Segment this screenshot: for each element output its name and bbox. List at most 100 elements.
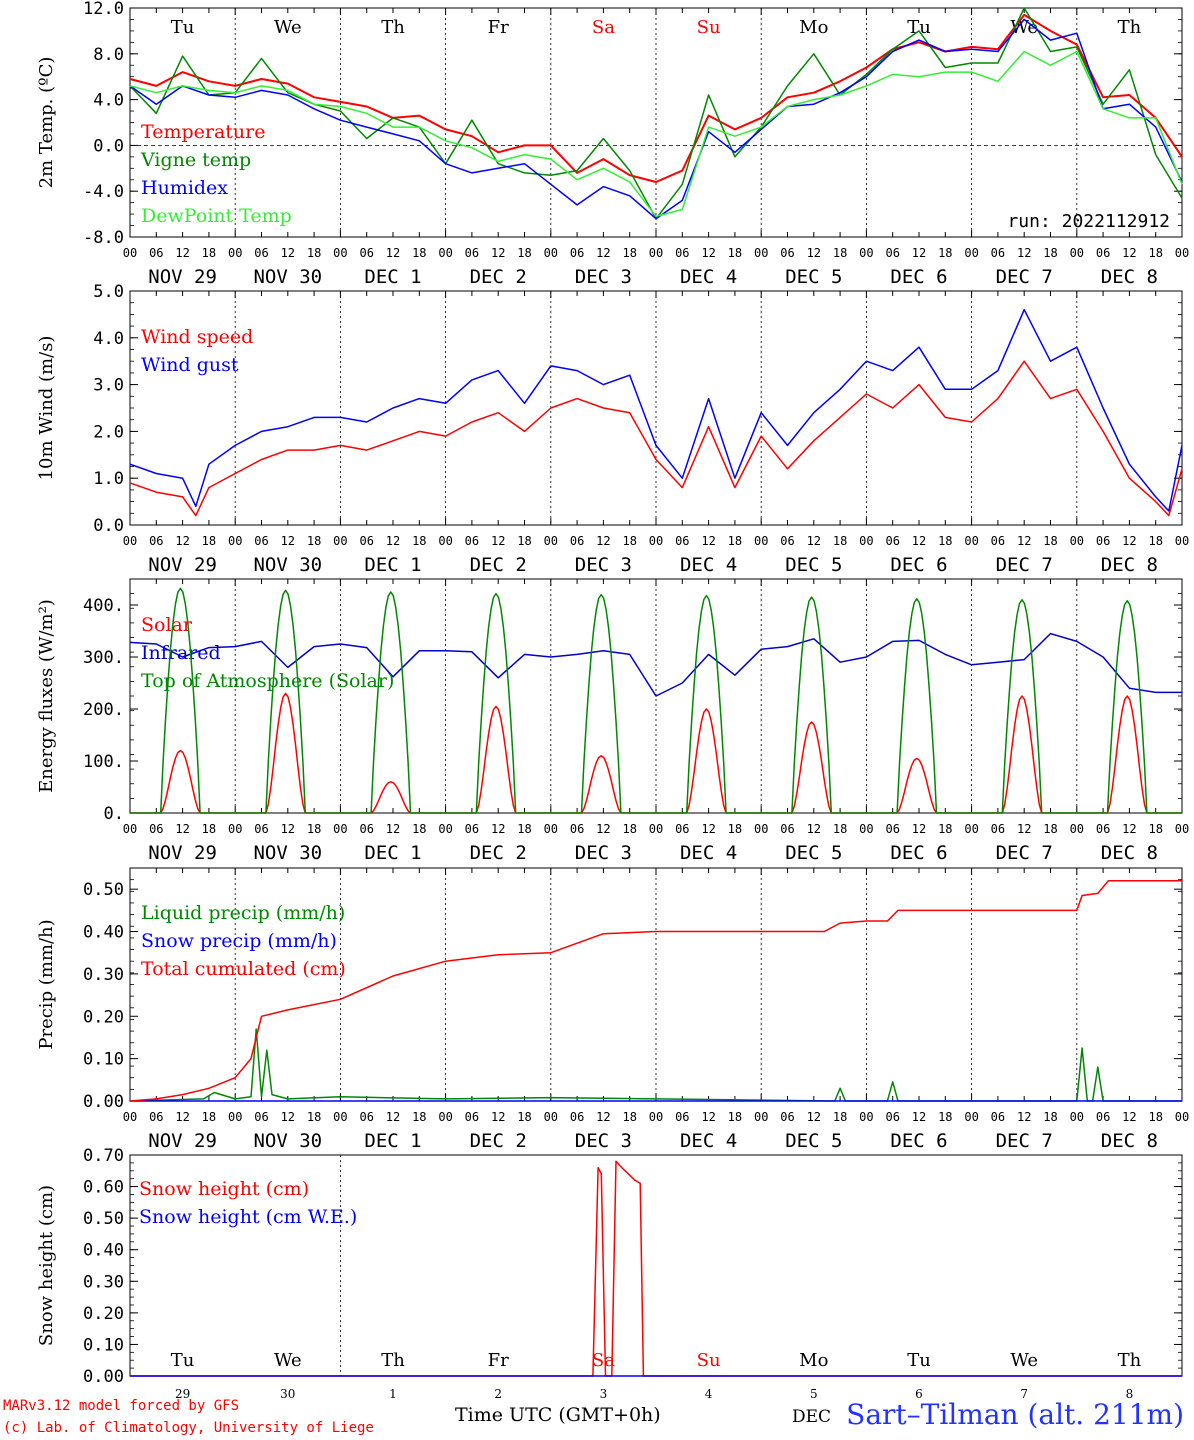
hour-tick-label: 12	[596, 534, 610, 548]
y-tick-label: 400.	[83, 596, 124, 616]
hour-tick-label: 06	[675, 1110, 689, 1124]
y-tick-label: 3.0	[93, 376, 124, 396]
hour-tick-label: 00	[1070, 822, 1084, 836]
y-tick-label: 12.0	[83, 0, 124, 19]
hour-tick-label: 06	[254, 822, 268, 836]
hour-tick-label: 06	[465, 822, 479, 836]
hour-tick-label: 06	[991, 534, 1005, 548]
hour-tick-label: 12	[491, 822, 505, 836]
legend-entry: Humidex	[141, 177, 228, 199]
series-top-of-atmosphere-solar-line	[130, 587, 1182, 814]
legend-entry: Liquid precip (mm/h)	[141, 902, 345, 924]
hour-tick-label: 18	[728, 246, 742, 260]
hour-tick-label: 00	[1175, 822, 1189, 836]
hour-tick-label: 18	[202, 822, 216, 836]
y-tick-label: 8.0	[93, 45, 124, 65]
hour-tick-label: 06	[991, 1110, 1005, 1124]
y-axis-label: Precip (mm/h)	[36, 919, 57, 1049]
hour-tick-label: 06	[885, 534, 899, 548]
date-label: NOV 30	[253, 554, 322, 576]
hour-tick-label: 18	[307, 246, 321, 260]
hour-tick-label: 00	[1070, 246, 1084, 260]
hour-tick-label: 12	[807, 822, 821, 836]
date-label: NOV 29	[148, 266, 217, 288]
hour-tick-label: 00	[1070, 534, 1084, 548]
y-tick-label: 5.0	[93, 282, 124, 302]
date-label: DEC 4	[680, 1130, 737, 1152]
hour-tick-label: 00	[859, 1110, 873, 1124]
y-tick-label: 0.30	[83, 1272, 124, 1292]
y-tick-label: 0.00	[83, 1092, 124, 1112]
hour-tick-label: 12	[175, 246, 189, 260]
hour-tick-label: 18	[1148, 1110, 1162, 1124]
date-label: DEC 3	[575, 1130, 632, 1152]
date-label: DEC 6	[890, 266, 947, 288]
date-label: DEC 7	[996, 842, 1053, 864]
hour-tick-label: 18	[1043, 534, 1057, 548]
hour-tick-label: 00	[649, 822, 663, 836]
series-total-cumulated-cm-line	[129, 879, 1182, 1102]
hour-tick-label: 12	[281, 246, 295, 260]
day-number-label: 3	[600, 1387, 608, 1401]
weekday-label: We	[1010, 1350, 1038, 1371]
hour-tick-label: 12	[701, 246, 715, 260]
date-label: NOV 30	[253, 1130, 322, 1152]
hour-tick-label: 00	[1175, 246, 1189, 260]
series-wind-gust-line	[129, 308, 1183, 512]
hour-tick-label: 06	[1096, 246, 1110, 260]
y-tick-label: 0.20	[83, 1007, 124, 1027]
hour-tick-label: 06	[570, 822, 584, 836]
hour-tick-label: 00	[438, 1110, 452, 1124]
hour-tick-label: 12	[175, 534, 189, 548]
legend-entry: Temperature	[141, 121, 265, 143]
day-number-label: 4	[705, 1387, 713, 1401]
y-tick-label: 0.40	[83, 923, 124, 943]
date-label: NOV 30	[253, 842, 322, 864]
y-axis-label: 10m Wind (m/s)	[36, 336, 57, 481]
hour-tick-label: 00	[544, 246, 558, 260]
y-axis-label: 2m Temp. (ºC)	[36, 57, 57, 189]
hour-tick-label: 18	[1043, 822, 1057, 836]
hour-tick-label: 18	[728, 822, 742, 836]
y-tick-label: 0.60	[83, 1178, 124, 1198]
hour-tick-label: 00	[964, 246, 978, 260]
hour-tick-label: 00	[964, 534, 978, 548]
series-wind-speed-line	[129, 360, 1183, 517]
hour-tick-label: 18	[833, 246, 847, 260]
hour-tick-label: 12	[912, 246, 926, 260]
hour-tick-label: 18	[202, 1110, 216, 1124]
hour-tick-label: 18	[412, 534, 426, 548]
hour-tick-label: 00	[123, 822, 137, 836]
hour-tick-label: 06	[149, 246, 163, 260]
date-label: NOV 30	[253, 266, 322, 288]
hour-tick-label: 00	[964, 1110, 978, 1124]
date-label: DEC 2	[470, 554, 527, 576]
panel-1-frame	[129, 7, 1183, 238]
hour-tick-label: 00	[1070, 1110, 1084, 1124]
legend-entry: Total cumulated (cm)	[141, 958, 346, 980]
weekday-label: Tu	[907, 17, 931, 38]
date-label: DEC 7	[996, 1130, 1053, 1152]
date-label: DEC 8	[1101, 266, 1158, 288]
hour-tick-label: 12	[807, 534, 821, 548]
weekday-label: We	[274, 17, 302, 38]
y-tick-label: 4.0	[93, 329, 124, 349]
y-tick-label: 200.	[83, 700, 124, 720]
date-label: DEC 6	[890, 1130, 947, 1152]
weekday-label: Th	[1118, 1350, 1142, 1371]
hour-tick-label: 18	[938, 1110, 952, 1124]
hour-tick-label: 18	[833, 822, 847, 836]
day-number-label: 6	[915, 1387, 923, 1401]
date-label: DEC 5	[785, 1130, 842, 1152]
hour-tick-label: 12	[386, 534, 400, 548]
date-label: NOV 29	[148, 1130, 217, 1152]
hour-tick-label: 06	[991, 822, 1005, 836]
hour-tick-label: 18	[938, 534, 952, 548]
date-label: DEC 1	[364, 266, 421, 288]
hour-tick-label: 06	[570, 246, 584, 260]
hour-tick-label: 06	[570, 534, 584, 548]
hour-tick-label: 12	[386, 822, 400, 836]
y-tick-label: -4.0	[83, 182, 124, 202]
hour-tick-label: 06	[359, 534, 373, 548]
